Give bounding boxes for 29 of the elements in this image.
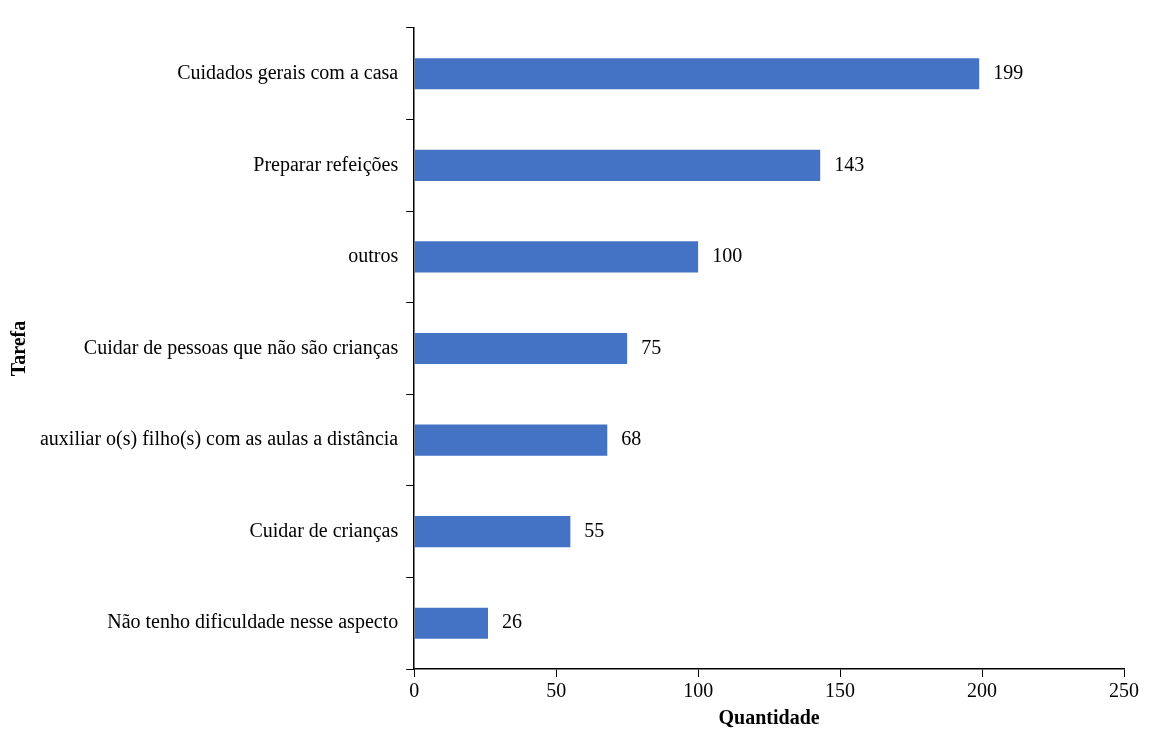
data-label: 100 (712, 244, 743, 267)
y-tick-label: Preparar refeições (253, 152, 399, 176)
x-tick-label: 50 (546, 679, 567, 702)
bar (414, 424, 608, 456)
y-tick-label: auxiliar o(s) filho(s) com as aulas a distância (39, 427, 399, 451)
data-label: 26 (502, 610, 523, 633)
bar (414, 58, 980, 90)
y-axis-title: Tarefa (7, 320, 30, 377)
y-tick-label: Cuidados gerais com a casa (177, 61, 399, 85)
data-label: 75 (641, 335, 662, 358)
data-label: 55 (584, 518, 605, 541)
x-tick-label: 150 (825, 679, 856, 702)
bar (414, 332, 628, 365)
data-label: 68 (621, 427, 642, 450)
bar (414, 516, 571, 548)
bar (414, 241, 699, 273)
x-axis-title: Quantidade (718, 706, 820, 729)
bar (414, 607, 489, 639)
x-tick-label: 200 (967, 679, 998, 702)
y-tick-label: outros (348, 244, 399, 267)
data-label: 143 (834, 152, 865, 175)
x-tick-label: 100 (683, 679, 714, 702)
y-tick-label: Cuidar de pessoas que não são crianças (83, 335, 399, 359)
data-label: 199 (993, 61, 1024, 84)
x-tick-label: 250 (1109, 679, 1139, 702)
bar (414, 149, 821, 181)
x-tick-label: 0 (409, 679, 420, 702)
y-tick-label: Cuidar de crianças (249, 518, 399, 542)
y-tick-label: Não tenho dificuldade nesse aspecto (107, 610, 399, 634)
